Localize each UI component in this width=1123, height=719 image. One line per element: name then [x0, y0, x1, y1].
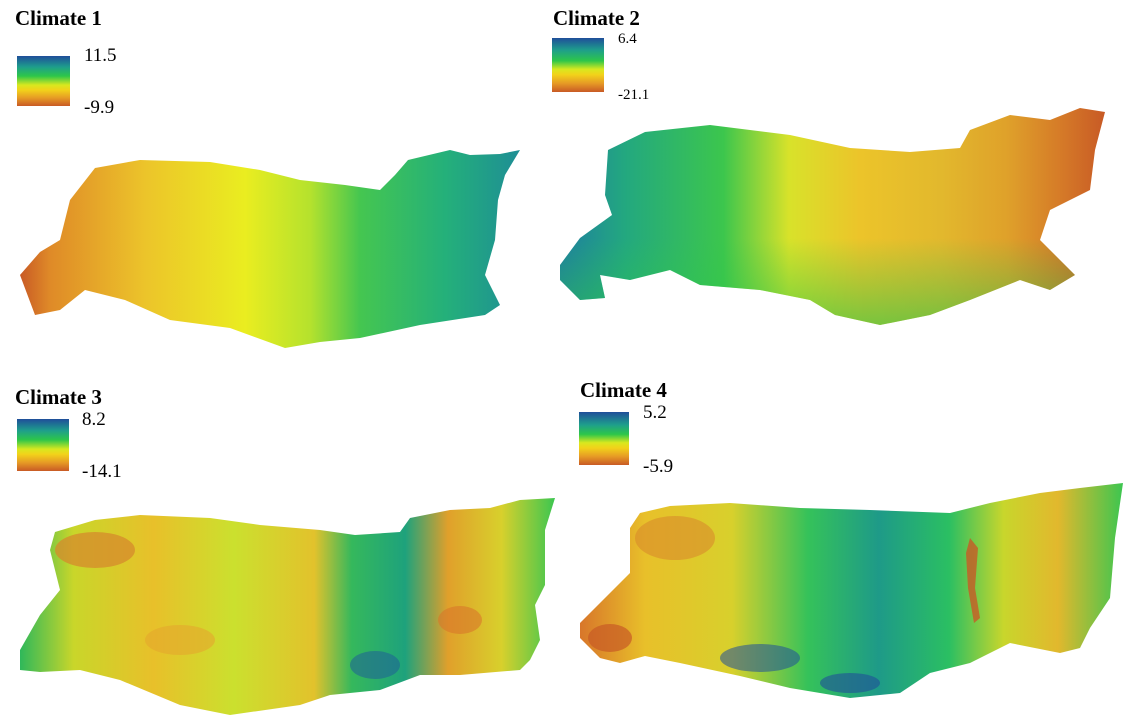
hot-ridge: [966, 538, 980, 623]
legend-min-label: -9.9: [84, 97, 115, 118]
legend-min-label: -14.1: [82, 461, 122, 482]
hot-patch: [635, 516, 715, 560]
panel-title: Climate 3: [15, 385, 102, 409]
region-shape: [20, 150, 520, 348]
climate-2-raster-map: [560, 108, 1105, 325]
legend-color-bar: [17, 56, 70, 106]
region-shape: [580, 483, 1123, 698]
legend-min-label: -21.1: [618, 87, 650, 103]
legend-max-label: 5.2: [643, 402, 667, 423]
cool-patch: [720, 644, 800, 672]
legend-color-bar: [552, 38, 604, 92]
legend-max-label: 6.4: [618, 31, 637, 47]
legend-max-label: 11.5: [84, 45, 117, 66]
hot-patch: [55, 532, 135, 568]
climate-4-raster-map: [580, 483, 1123, 698]
cool-patch: [820, 673, 880, 693]
legend-max-label: 8.2: [82, 409, 106, 430]
cool-patch: [350, 651, 400, 679]
legend-color-bar: [579, 412, 629, 465]
legend-color-bar: [17, 419, 69, 471]
hot-patch: [145, 625, 215, 655]
panel-title: Climate 1: [15, 6, 102, 30]
hot-patch: [438, 606, 482, 634]
hot-patch: [588, 624, 632, 652]
climate-1-raster-map: [20, 150, 520, 348]
panel-title: Climate 4: [580, 378, 667, 402]
region-shape: [20, 498, 555, 715]
climate-3-raster-map: [20, 498, 555, 715]
legend-min-label: -5.9: [643, 456, 674, 477]
panel-title: Climate 2: [553, 6, 640, 30]
region-shading: [560, 108, 1105, 325]
